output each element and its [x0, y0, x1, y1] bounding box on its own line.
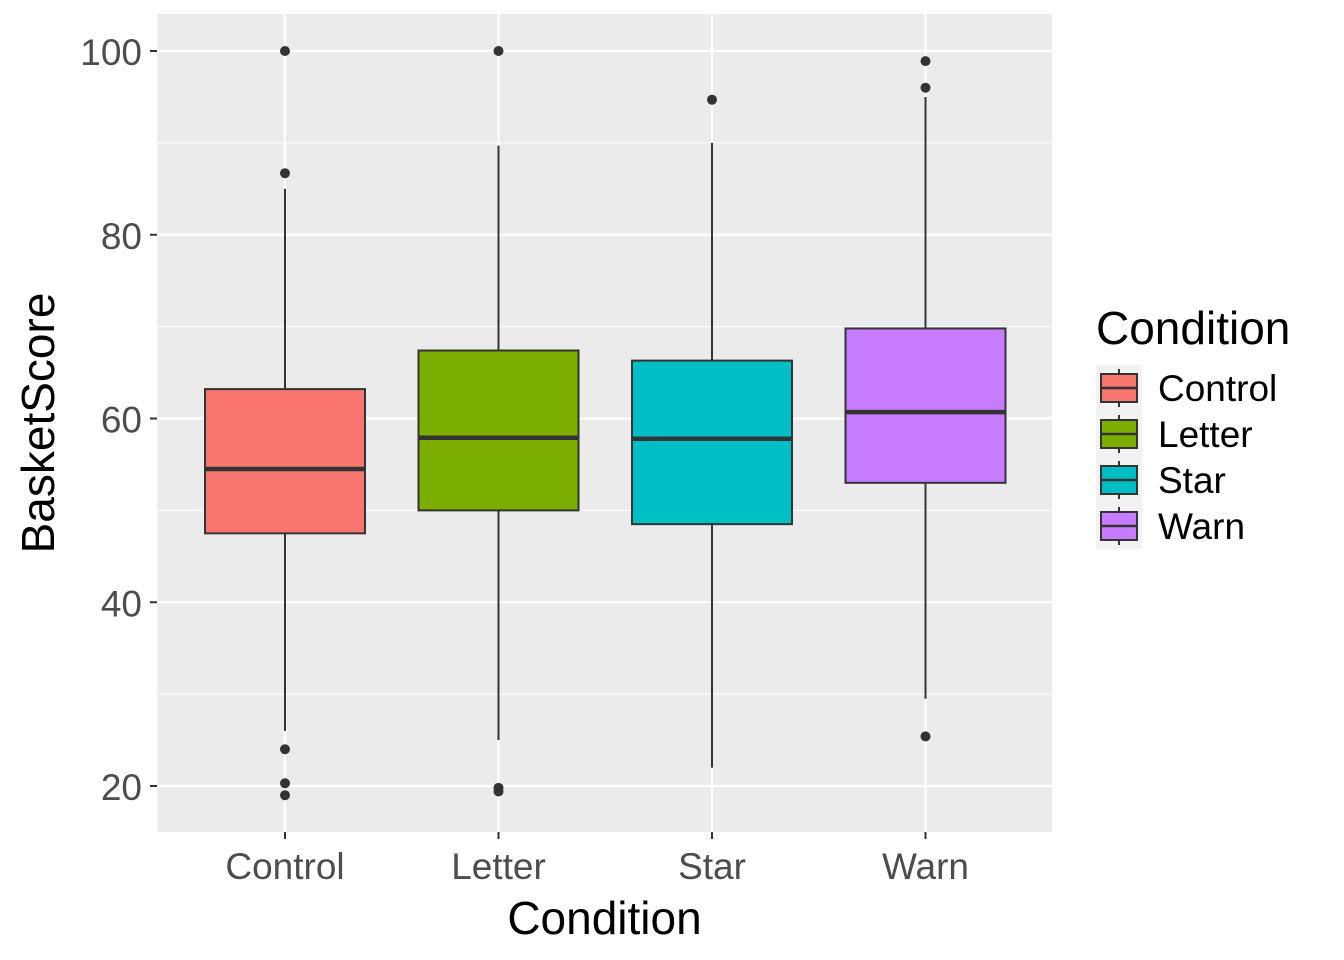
legend: Condition Control Letter Star Warn: [1096, 302, 1290, 549]
outlier-point: [920, 731, 931, 742]
box-iqr: [631, 359, 793, 526]
outlier-point: [493, 46, 504, 56]
y-axis-title: BasketScore: [12, 293, 64, 554]
box-letter: [417, 46, 580, 797]
legend-key-control: [1096, 365, 1142, 411]
legend-label: Control: [1158, 368, 1277, 409]
outlier-point: [493, 786, 504, 797]
box-warn: [844, 56, 1007, 742]
outlier-point: [920, 82, 931, 93]
y-tick-label: 40: [101, 583, 142, 624]
legend-key-star: [1096, 457, 1142, 503]
box-iqr: [844, 327, 1007, 484]
y-tick-label: 20: [101, 767, 142, 808]
x-tick-label: Warn: [882, 846, 969, 887]
outlier-point: [280, 744, 290, 755]
legend-label: Letter: [1158, 414, 1253, 455]
boxes-layer: [204, 46, 1007, 801]
x-tick-label: Star: [678, 846, 746, 887]
y-axis: 20 40 60 80 100: [80, 32, 157, 808]
x-tick-label: Letter: [451, 846, 546, 887]
outlier-point: [280, 46, 290, 56]
legend-label: Warn: [1158, 506, 1245, 547]
x-axis: Control Letter Star Warn: [225, 832, 969, 887]
outlier-point: [280, 790, 290, 801]
outlier-point: [280, 168, 290, 179]
box-iqr: [204, 388, 366, 535]
x-axis-title: Condition: [507, 892, 701, 944]
y-tick-label: 60: [101, 400, 142, 441]
y-tick-label: 100: [80, 32, 142, 73]
legend-title: Condition: [1096, 302, 1290, 354]
legend-label: Star: [1158, 460, 1226, 501]
y-tick-label: 80: [101, 216, 142, 257]
outlier-point: [707, 94, 717, 105]
outlier-point: [920, 56, 931, 67]
box-star: [631, 94, 793, 768]
outlier-point: [280, 778, 290, 789]
x-tick-label: Control: [225, 846, 344, 887]
box-iqr: [417, 349, 580, 512]
legend-key-warn: [1096, 503, 1142, 549]
box-control: [204, 46, 366, 801]
legend-key-letter: [1096, 411, 1142, 457]
